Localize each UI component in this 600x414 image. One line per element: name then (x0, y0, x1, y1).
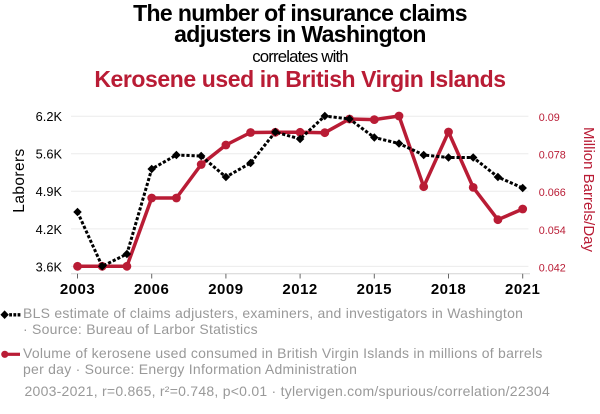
svg-text:0.078: 0.078 (539, 150, 566, 162)
svg-text:Million Barrels/Day: Million Barrels/Day (580, 127, 597, 253)
svg-text:2003: 2003 (60, 281, 95, 298)
svg-text:6.2K: 6.2K (36, 109, 63, 124)
svg-text:2006: 2006 (134, 281, 169, 298)
svg-text:2021: 2021 (505, 281, 540, 298)
svg-text:3.6K: 3.6K (36, 259, 63, 274)
svg-text:4.9K: 4.9K (36, 184, 63, 199)
svg-text:0.09: 0.09 (539, 112, 560, 124)
svg-text:2018: 2018 (431, 281, 466, 298)
svg-text:4.2K: 4.2K (36, 222, 63, 237)
svg-text:2012: 2012 (282, 281, 317, 298)
svg-text:5.6K: 5.6K (36, 147, 63, 162)
svg-text:2015: 2015 (357, 281, 392, 298)
svg-text:2009: 2009 (208, 281, 243, 298)
svg-text:Laborers: Laborers (11, 148, 28, 212)
svg-text:0.066: 0.066 (539, 187, 566, 199)
svg-text:0.042: 0.042 (539, 262, 566, 274)
svg-text:0.054: 0.054 (539, 225, 566, 237)
